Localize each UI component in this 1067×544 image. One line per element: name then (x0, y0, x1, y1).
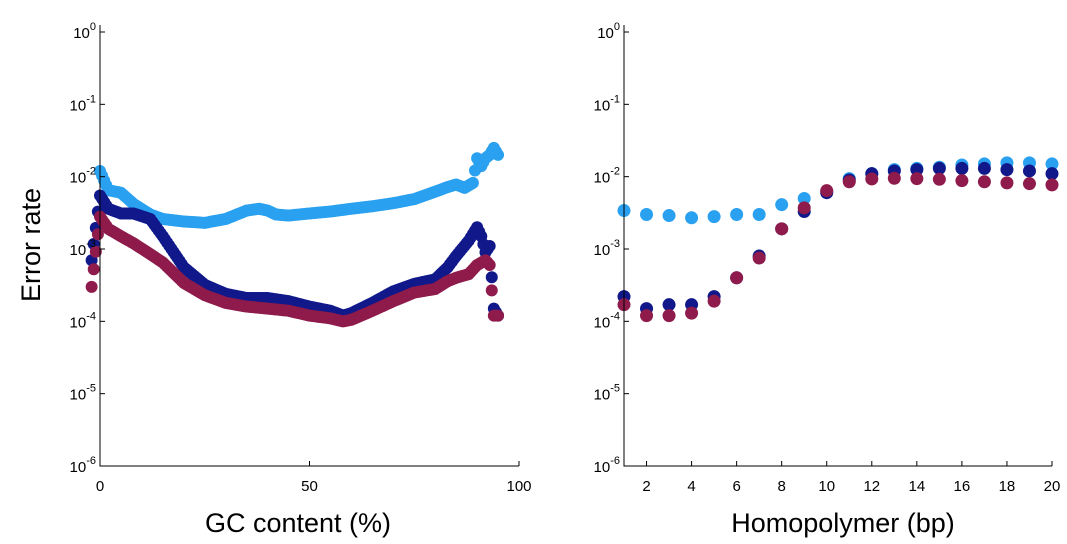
y-tick-label-0-6: 10-6 (70, 455, 96, 476)
y-tick-label-0-5: 10-5 (70, 383, 96, 404)
y-tick-label-0-3: 10-3 (70, 238, 96, 259)
point-1-2-6 (752, 251, 766, 265)
point-1-2-17 (1000, 176, 1014, 190)
point-1-1-15 (955, 161, 969, 175)
point-1-2-14 (932, 172, 946, 186)
point-1-2-13 (910, 172, 924, 186)
point-1-1-2 (662, 298, 676, 312)
point-1-0-4 (707, 210, 721, 224)
y-tick-label-1-6: 10-6 (594, 455, 620, 476)
point-fill-0-0-23-3 (464, 178, 477, 191)
x-tick-label-1-9: 20 (1044, 478, 1061, 495)
point-fill-0-1-26-1 (481, 243, 494, 256)
point-1-2-12 (887, 171, 901, 185)
point-1-2-16 (977, 175, 991, 189)
y-tick-label-1-2: 10-2 (594, 166, 620, 187)
homopolymer-x-axis-title: Homopolymer (bp) (731, 508, 955, 538)
point-fill-0-1-24-1 (473, 225, 486, 238)
y-tick-label-0-2: 10-2 (70, 166, 96, 187)
x-tick-label-1-7: 16 (954, 478, 971, 495)
y-tick-label-0-0: 100 (73, 21, 96, 42)
point-1-1-18 (1022, 164, 1036, 178)
point-1-0-8 (797, 191, 811, 205)
series-1-0 (617, 156, 1059, 225)
x-tick-label-1-4: 10 (818, 478, 835, 495)
x-tick-label-1-1: 4 (687, 478, 695, 495)
x-tick-label-1-3: 8 (778, 478, 786, 495)
y-tick-label-1-5: 10-5 (594, 383, 620, 404)
y-tick-label-1-1: 10-1 (594, 93, 620, 114)
point-1-0-1 (640, 207, 654, 221)
point-1-1-14 (932, 161, 946, 175)
point-1-2-5 (730, 271, 744, 285)
x-tick-label-1-0: 2 (642, 478, 650, 495)
point-1-1-13 (910, 163, 924, 177)
series-0-0 (94, 141, 505, 229)
point-fill-0-2-0-1 (87, 263, 100, 276)
point-1-0-5 (730, 207, 744, 221)
homopolymer-markers (617, 156, 1059, 323)
y-tick-label-0-4: 10-4 (70, 310, 96, 331)
point-1-0-6 (752, 207, 766, 221)
gc-ticks: 100 10-1 10-2 10-3 10-4 10-5 10-60 50 100 (70, 21, 532, 495)
y-tick-label-1-3: 10-3 (594, 238, 620, 259)
x-tick-label-0-0: 0 (96, 478, 104, 495)
series-1-1 (617, 161, 1059, 316)
x-tick-label-1-5: 12 (863, 478, 880, 495)
x-tick-label-1-8: 18 (999, 478, 1016, 495)
point-1-2-7 (775, 222, 789, 236)
y-axis-title: Error rate (16, 188, 46, 302)
point-1-0-19 (1045, 157, 1059, 171)
point-fill-0-2-27-1 (489, 309, 502, 322)
point-1-2-1 (640, 309, 654, 323)
gc-content-markers (85, 141, 505, 328)
gc-content-chart: 100 10-1 10-2 10-3 10-4 10-5 10-60 50 100 GC con… (16, 21, 532, 538)
point-fill-0-0-29-1 (489, 145, 502, 158)
x-tick-label-0-2: 100 (506, 478, 531, 495)
point-1-1-19 (1045, 167, 1059, 181)
series-0-2 (85, 210, 505, 328)
point-1-0-2 (662, 209, 676, 223)
point-1-2-18 (1022, 177, 1036, 191)
point-1-2-19 (1045, 178, 1059, 192)
point-1-2-9 (820, 184, 834, 198)
point-fill-0-2-0-3 (91, 228, 104, 241)
point-fill-0-1-27-1 (485, 271, 498, 284)
x-tick-label-1-6: 14 (908, 478, 925, 495)
point-1-1-17 (1000, 163, 1014, 177)
point-1-2-2 (662, 309, 676, 323)
point-1-2-3 (685, 306, 699, 320)
point-fill-0-2-25-1 (481, 256, 494, 269)
homopolymer-chart: 100 10-1 10-2 10-3 10-4 10-5 10-6 2 4 6 8 10 12 14 16 1… (594, 21, 1061, 538)
point-0-2-0 (85, 280, 98, 293)
point-1-0-3 (685, 211, 699, 225)
y-tick-label-1-0: 100 (597, 21, 620, 42)
point-fill-0-2-0-2 (89, 245, 102, 258)
y-tick-label-1-4: 10-4 (594, 310, 620, 331)
homopolymer-ticks: 100 10-1 10-2 10-3 10-4 10-5 10-6 2 4 6 8 10 12 14 16 1… (594, 21, 1061, 495)
point-1-0-7 (775, 198, 789, 212)
x-tick-label-1-2: 6 (732, 478, 740, 495)
point-1-2-8 (797, 201, 811, 215)
point-1-2-15 (955, 174, 969, 188)
gc-x-axis-title: GC content (%) (205, 508, 391, 538)
x-tick-label-0-1: 50 (301, 478, 318, 495)
y-tick-label-0-1: 10-1 (70, 93, 96, 114)
homopolymer-axis-frame (623, 25, 1052, 467)
point-fill-0-2-26-1 (485, 284, 498, 297)
point-1-2-11 (865, 172, 879, 186)
point-1-2-10 (842, 175, 856, 189)
point-1-1-16 (977, 161, 991, 175)
point-1-2-4 (707, 294, 721, 308)
series-1-2 (617, 171, 1059, 323)
